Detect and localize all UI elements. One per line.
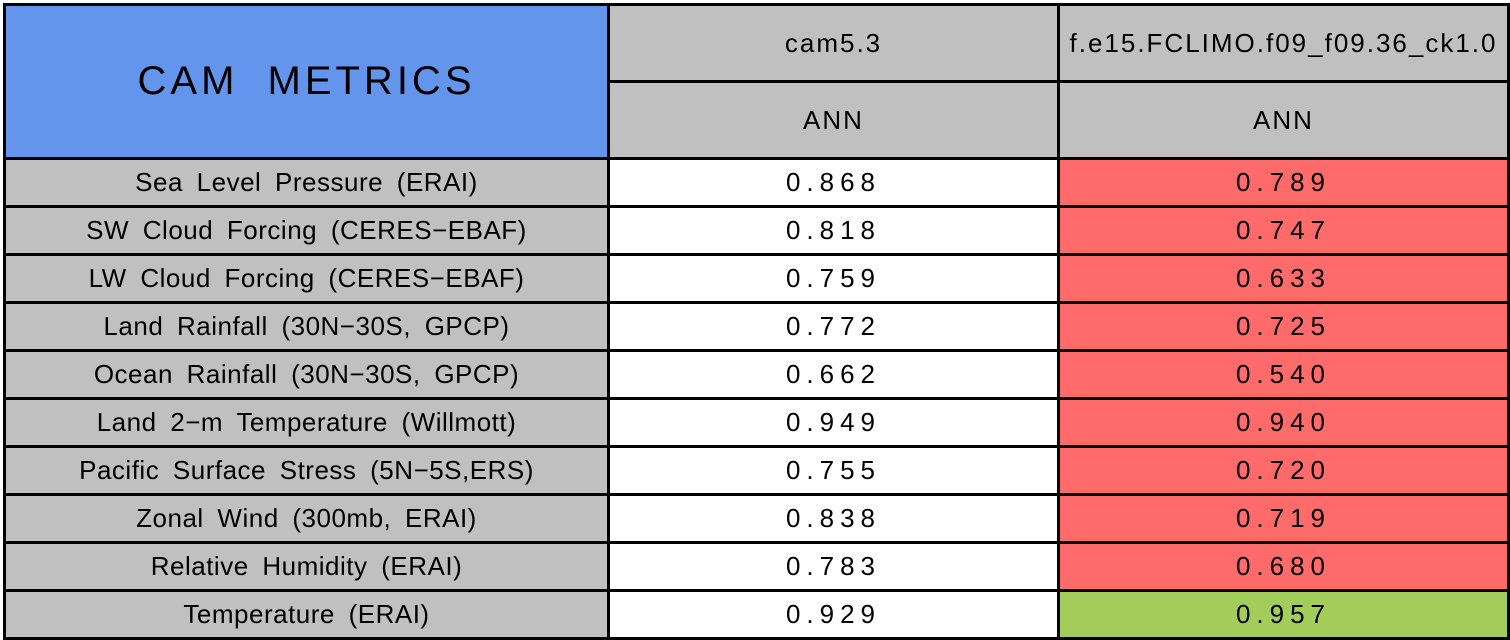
metric-label: Pacific Surface Stress (5N−5S,ERS) bbox=[3, 445, 610, 496]
metric-value-experiment: 0.633 bbox=[1057, 253, 1510, 304]
column-header-model-experiment: f.e15.FCLIMO.f09_f09.36_ck1.0 bbox=[1057, 3, 1510, 83]
metric-value-baseline: 0.783 bbox=[607, 541, 1060, 592]
metric-label: LW Cloud Forcing (CERES−EBAF) bbox=[3, 253, 610, 304]
metric-value-baseline: 0.662 bbox=[607, 349, 1060, 400]
table-row: Land 2−m Temperature (Willmott) 0.949 0.… bbox=[3, 397, 1510, 448]
metric-value-baseline: 0.868 bbox=[607, 157, 1060, 208]
header-row-models: CAM METRICS cam5.3 f.e15.FCLIMO.f09_f09.… bbox=[3, 3, 1510, 160]
metric-label: Land 2−m Temperature (Willmott) bbox=[3, 397, 610, 448]
metric-value-baseline: 0.772 bbox=[607, 301, 1060, 352]
metric-value-experiment: 0.720 bbox=[1057, 445, 1510, 496]
metric-label: SW Cloud Forcing (CERES−EBAF) bbox=[3, 205, 610, 256]
table-title: CAM METRICS bbox=[3, 3, 610, 160]
metric-label: Zonal Wind (300mb, ERAI) bbox=[3, 493, 610, 544]
metric-value-experiment: 0.940 bbox=[1057, 397, 1510, 448]
table-row: Pacific Surface Stress (5N−5S,ERS) 0.755… bbox=[3, 445, 1510, 496]
column-header-season-experiment: ANN bbox=[1057, 80, 1510, 160]
metric-value-experiment: 0.725 bbox=[1057, 301, 1510, 352]
table-row: SW Cloud Forcing (CERES−EBAF) 0.818 0.74… bbox=[3, 205, 1510, 256]
table-row: Ocean Rainfall (30N−30S, GPCP) 0.662 0.5… bbox=[3, 349, 1510, 400]
table-row: Land Rainfall (30N−30S, GPCP) 0.772 0.72… bbox=[3, 301, 1510, 352]
table-row: Relative Humidity (ERAI) 0.783 0.680 bbox=[3, 541, 1510, 592]
metric-value-experiment: 0.719 bbox=[1057, 493, 1510, 544]
cam-metrics-table: CAM METRICS cam5.3 f.e15.FCLIMO.f09_f09.… bbox=[3, 3, 1510, 640]
metric-value-baseline: 0.838 bbox=[607, 493, 1060, 544]
table-row: Sea Level Pressure (ERAI) 0.868 0.789 bbox=[3, 157, 1510, 208]
metric-value-experiment: 0.540 bbox=[1057, 349, 1510, 400]
metric-value-baseline: 0.759 bbox=[607, 253, 1060, 304]
metric-value-experiment: 0.789 bbox=[1057, 157, 1510, 208]
metric-label: Temperature (ERAI) bbox=[3, 589, 610, 640]
metric-value-experiment: 0.680 bbox=[1057, 541, 1510, 592]
header-row-seasons: ANN ANN bbox=[5, 80, 1510, 160]
metric-label: Land Rainfall (30N−30S, GPCP) bbox=[3, 301, 610, 352]
table-row: Zonal Wind (300mb, ERAI) 0.838 0.719 bbox=[3, 493, 1510, 544]
metric-value-experiment: 0.747 bbox=[1057, 205, 1510, 256]
column-header-season-baseline: ANN bbox=[607, 80, 1060, 160]
metric-label: Sea Level Pressure (ERAI) bbox=[3, 157, 610, 208]
metric-value-experiment: 0.957 bbox=[1057, 589, 1510, 640]
metric-label: Ocean Rainfall (30N−30S, GPCP) bbox=[3, 349, 610, 400]
metric-value-baseline: 0.755 bbox=[607, 445, 1060, 496]
metric-value-baseline: 0.949 bbox=[607, 397, 1060, 448]
table-row: LW Cloud Forcing (CERES−EBAF) 0.759 0.63… bbox=[3, 253, 1510, 304]
metric-value-baseline: 0.929 bbox=[607, 589, 1060, 640]
column-header-model-baseline: cam5.3 bbox=[607, 3, 1060, 83]
metric-label: Relative Humidity (ERAI) bbox=[3, 541, 610, 592]
metrics-table-page: CAM METRICS cam5.3 f.e15.FCLIMO.f09_f09.… bbox=[3, 3, 1510, 640]
metric-value-baseline: 0.818 bbox=[607, 205, 1060, 256]
table-row: Temperature (ERAI) 0.929 0.957 bbox=[3, 589, 1510, 640]
